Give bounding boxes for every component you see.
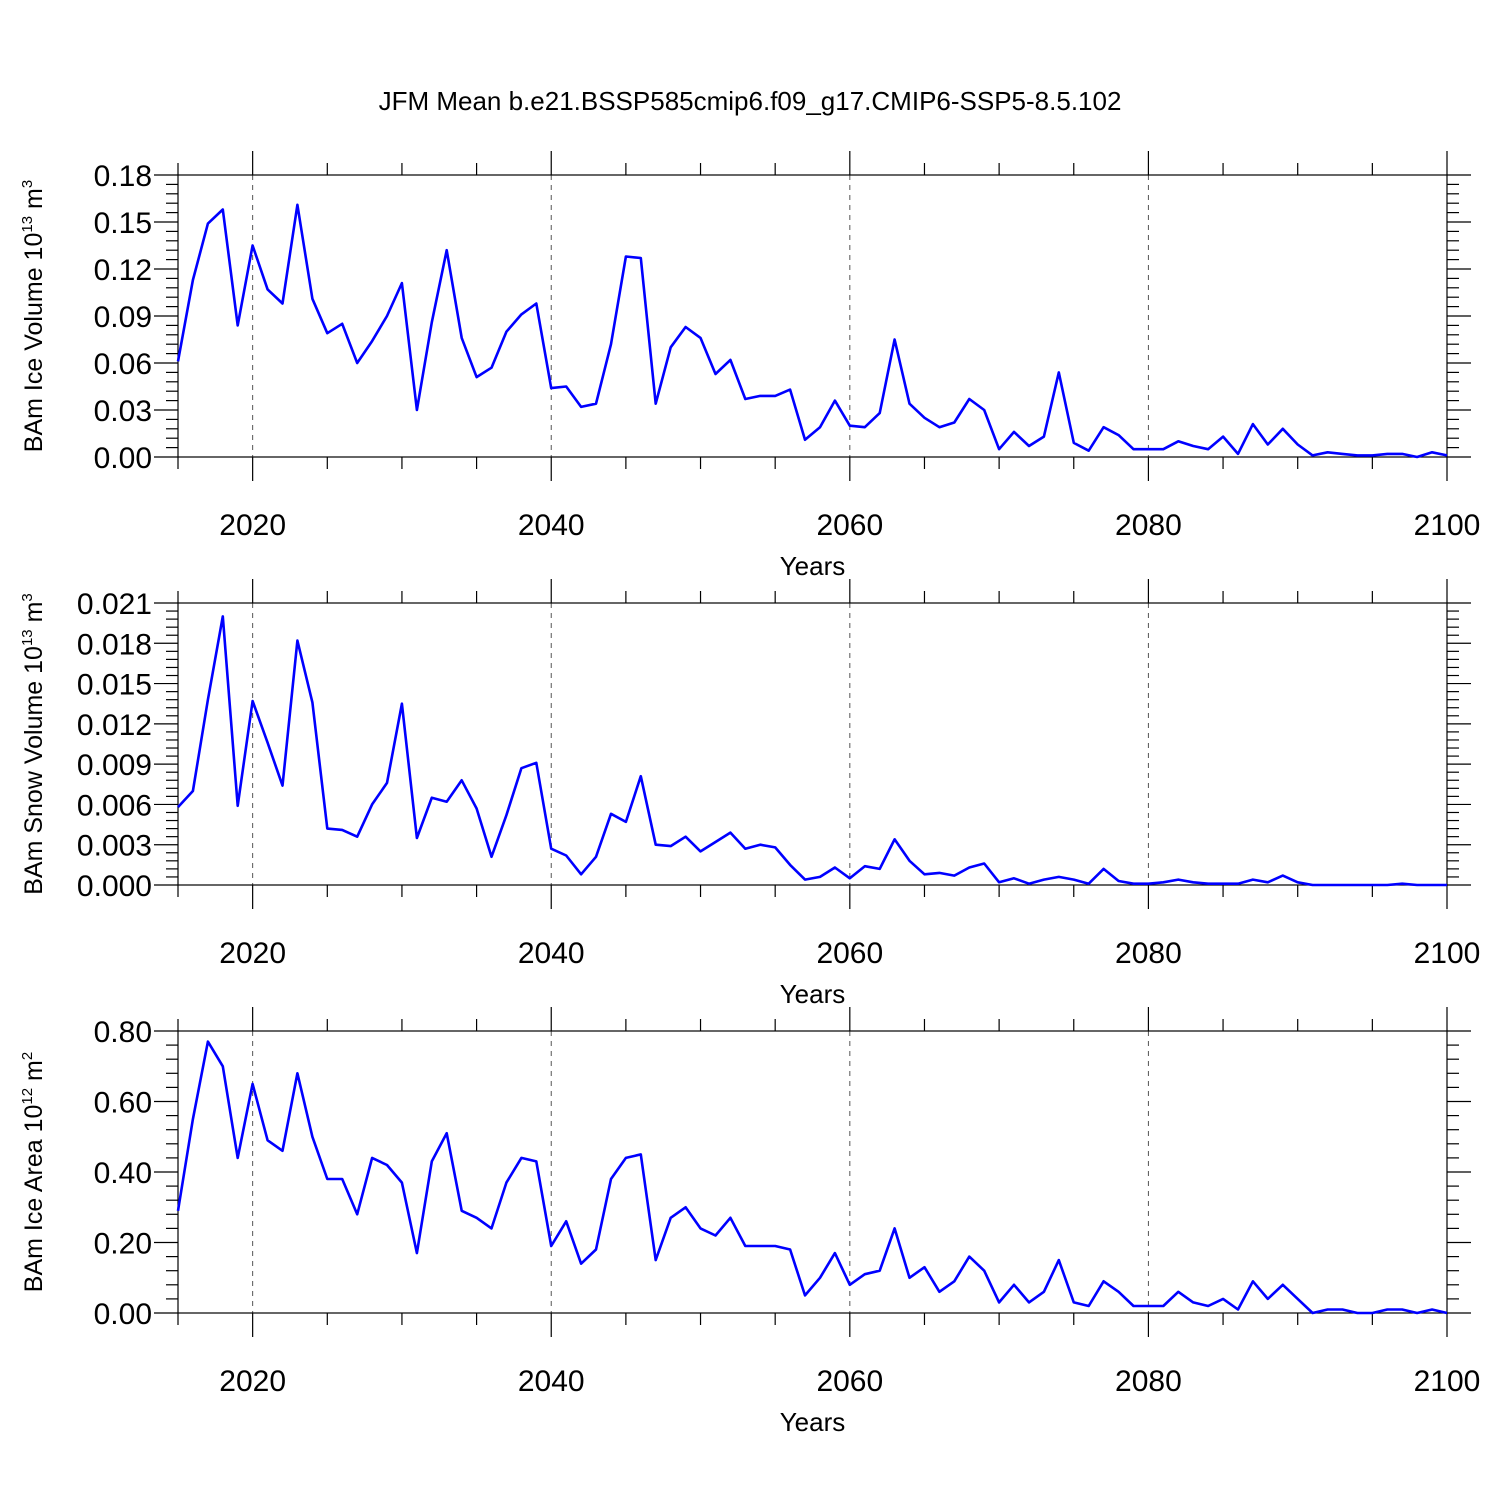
y-axis-label-main: BAm Snow Volume 10	[20, 646, 48, 895]
y-axis-label-unit: m	[20, 1060, 48, 1088]
y-tick-label: 0.00	[94, 1298, 152, 1331]
x-tick-label: 2100	[1414, 937, 1481, 970]
y-axis-label-unit-exponent: 3	[19, 180, 36, 188]
y-tick-label: 0.06	[94, 348, 152, 381]
y-tick-label: 0.09	[94, 301, 152, 334]
y-axis-label-exponent: 13	[19, 216, 36, 233]
y-tick-label: 0.012	[77, 709, 152, 742]
y-tick-label: 0.80	[94, 1016, 152, 1049]
y-tick-label: 0.021	[77, 588, 152, 621]
y-axis-label-unit: m	[20, 602, 48, 630]
y-tick-label: 0.006	[77, 789, 152, 822]
y-tick-label: 0.003	[77, 830, 152, 863]
x-tick-label: 2020	[219, 509, 286, 542]
x-axis-label: Years	[780, 551, 846, 581]
y-axis-label-unit-exponent: 2	[19, 1052, 36, 1060]
x-tick-label: 2040	[518, 937, 585, 970]
y-axis-label-exponent: 13	[19, 629, 36, 646]
y-tick-label: 0.18	[94, 160, 152, 193]
y-tick-label: 0.018	[77, 628, 152, 661]
y-tick-label: 0.60	[94, 1087, 152, 1120]
y-tick-label: 0.12	[94, 254, 152, 287]
plot-frame	[177, 602, 1448, 886]
x-tick-label: 2060	[816, 509, 883, 542]
y-tick-label: 0.015	[77, 669, 152, 702]
x-tick-label: 2060	[816, 937, 883, 970]
series-line	[176, 1040, 1448, 1315]
y-tick-label: 0.009	[77, 749, 152, 782]
x-tick-label: 2100	[1414, 1365, 1481, 1398]
y-tick-label: 0.20	[94, 1228, 152, 1261]
panel-snow-volume: 2020 2040 2060 2080 2100 Years 0.000 0.003 0.006…	[19, 579, 1480, 1009]
y-axis-label-main: BAm Ice Area 10	[20, 1105, 48, 1293]
y-axis-label-unit-exponent: 3	[19, 593, 36, 601]
x-tick-label: 2080	[1115, 1365, 1182, 1398]
y-axis-label: BAm Snow Volume 1013 m3	[19, 593, 48, 895]
y-axis-label: BAm Ice Volume 1013 m3	[19, 180, 48, 452]
y-tick-label: 0.03	[94, 395, 152, 428]
x-tick-label: 2080	[1115, 509, 1182, 542]
x-axis-label: Years	[780, 1407, 846, 1437]
y-axis-label-exponent: 12	[19, 1088, 36, 1105]
x-tick-label: 2040	[518, 1365, 585, 1398]
series-line	[176, 203, 1448, 459]
y-axis-label-main: BAm Ice Volume 10	[20, 233, 48, 453]
panel-ice-area: 2020 2040 2060 2080 2100 Years 0.00 0.20 0.40 0.6…	[19, 1007, 1480, 1437]
y-tick-label: 0.15	[94, 207, 152, 240]
panel-ice-volume: 2020 2040 2060 2080 2100 Years 0.00 0.03 0.06 0.0…	[19, 151, 1480, 581]
y-axis-label: BAm Ice Area 1012 m2	[19, 1052, 48, 1292]
x-tick-label: 2020	[219, 1365, 286, 1398]
y-tick-label: 0.00	[94, 442, 152, 475]
x-axis-label: Years	[780, 979, 846, 1009]
x-tick-label: 2100	[1414, 509, 1481, 542]
x-tick-label: 2040	[518, 509, 585, 542]
series-line	[177, 615, 1447, 887]
x-tick-label: 2080	[1115, 937, 1182, 970]
y-tick-label: 0.000	[77, 870, 152, 903]
plot-frame	[177, 174, 1448, 458]
y-tick-label: 0.40	[94, 1157, 152, 1190]
x-tick-label: 2060	[816, 1365, 883, 1398]
x-tick-label: 2020	[219, 937, 286, 970]
figure-title: JFM Mean b.e21.BSSP585cmip6.f09_g17.CMIP…	[379, 86, 1122, 116]
y-axis-label-unit: m	[20, 188, 48, 216]
